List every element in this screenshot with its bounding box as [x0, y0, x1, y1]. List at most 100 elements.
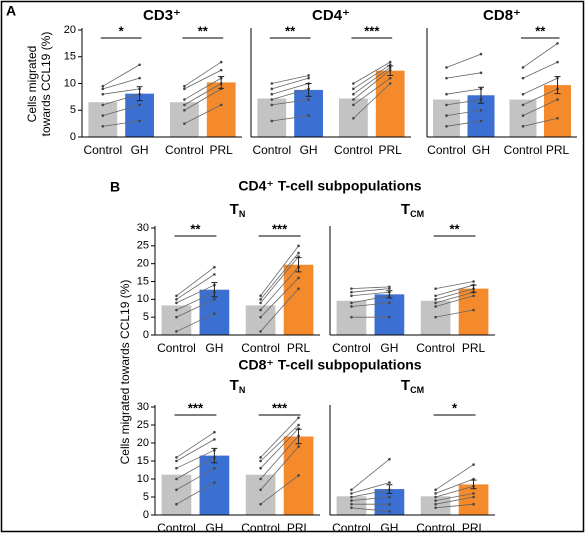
y-tick-label: 20 — [64, 24, 76, 36]
donor-point — [175, 459, 178, 463]
donor-line — [271, 115, 309, 122]
donor-line — [260, 417, 299, 458]
donor-line — [353, 67, 391, 95]
donor-point — [350, 502, 353, 506]
donor-point — [183, 108, 186, 112]
donor-line — [176, 266, 215, 297]
donor-line — [102, 93, 140, 106]
donor-point — [101, 103, 105, 107]
chart-title: TCM — [401, 377, 424, 395]
donor-point — [352, 87, 355, 91]
donor-line — [176, 439, 215, 462]
title-text: CD4⁺ — [312, 7, 350, 24]
donor-line — [176, 482, 215, 505]
significance-label: *** — [188, 400, 204, 415]
y-tick-label: 10 — [137, 293, 149, 305]
donor-point — [307, 114, 310, 117]
title-text: CD3⁺ — [143, 7, 181, 24]
donor-line — [184, 77, 222, 100]
y-axis-label-line: Cells migrated — [25, 46, 39, 123]
donor-point — [270, 92, 274, 96]
donor-point — [213, 298, 216, 301]
y-tick-label: 0 — [143, 329, 149, 341]
y-axis-label-line: towards CCL19 (%) — [39, 32, 53, 137]
donor-point — [445, 125, 448, 128]
donor-point — [434, 499, 437, 502]
donor-point — [175, 315, 178, 319]
donor-point — [297, 445, 300, 448]
donor-line — [176, 313, 215, 332]
donor-line — [522, 88, 558, 106]
donor-line — [271, 75, 309, 84]
chart-title: CD8⁺ — [483, 7, 521, 24]
donor-point — [352, 82, 355, 85]
donor-line — [522, 99, 558, 116]
donor-point — [175, 488, 178, 492]
donor-line — [522, 61, 558, 79]
donor-line — [446, 120, 482, 127]
donor-line — [176, 457, 215, 480]
donor-line — [351, 288, 390, 293]
donor-line — [102, 120, 140, 127]
donor-line — [522, 77, 558, 95]
donor-point — [307, 98, 310, 101]
donor-point — [556, 60, 559, 64]
donor-point — [101, 87, 105, 91]
donor-line — [102, 64, 140, 87]
x-tick-label: Control — [241, 341, 280, 355]
donor-point — [350, 301, 353, 305]
donor-line — [176, 291, 215, 311]
donor-point — [183, 122, 186, 125]
bar — [294, 89, 323, 137]
donor-line — [353, 69, 391, 100]
chart-title: TN — [230, 377, 246, 395]
donor-line — [184, 104, 222, 124]
y-axis-label: Cells migratedtowards CCL19 (%) — [25, 32, 53, 137]
donor-line — [353, 77, 391, 106]
donor-line — [271, 88, 309, 100]
donor-point — [388, 457, 391, 461]
x-tick-label: PRL — [210, 143, 234, 157]
donor-point — [434, 315, 437, 319]
donor-line — [351, 496, 390, 501]
x-tick-label: PRL — [546, 143, 570, 157]
donor-line — [260, 475, 299, 505]
donor-point — [350, 305, 353, 308]
donor-point — [213, 312, 216, 315]
donor-line — [351, 482, 390, 494]
donor-line — [435, 493, 474, 501]
y-tick-label: 5 — [143, 311, 149, 323]
donor-point — [479, 119, 483, 123]
donor-point — [350, 294, 353, 298]
donor-point — [434, 301, 437, 305]
donor-point — [388, 285, 391, 289]
donor-line — [435, 291, 474, 304]
donor-line — [353, 61, 391, 84]
title-text: CD8⁺ — [483, 7, 521, 24]
donor-point — [270, 103, 274, 107]
significance-label: ** — [450, 221, 461, 236]
bar — [336, 496, 367, 515]
x-tick-label: Control — [332, 521, 371, 533]
donor-point — [479, 52, 483, 56]
donor-line — [184, 83, 222, 106]
y-tick-label: 25 — [137, 419, 149, 431]
donor-point — [352, 92, 355, 96]
donor-point — [270, 119, 274, 123]
donor-point — [445, 114, 448, 117]
donor-point — [472, 495, 475, 499]
y-tick-label: 0 — [70, 131, 76, 143]
bar — [420, 496, 451, 515]
donor-line — [102, 104, 140, 116]
x-tick-label: Control — [83, 143, 122, 157]
x-tick-label: Control — [416, 521, 455, 533]
donor-point — [138, 63, 141, 67]
donor-line — [102, 88, 140, 95]
donor-line — [435, 284, 474, 297]
title-subscript: N — [239, 209, 246, 219]
donor-line — [260, 435, 299, 480]
donor-line — [184, 69, 222, 90]
y-tick-label: 25 — [137, 240, 149, 252]
